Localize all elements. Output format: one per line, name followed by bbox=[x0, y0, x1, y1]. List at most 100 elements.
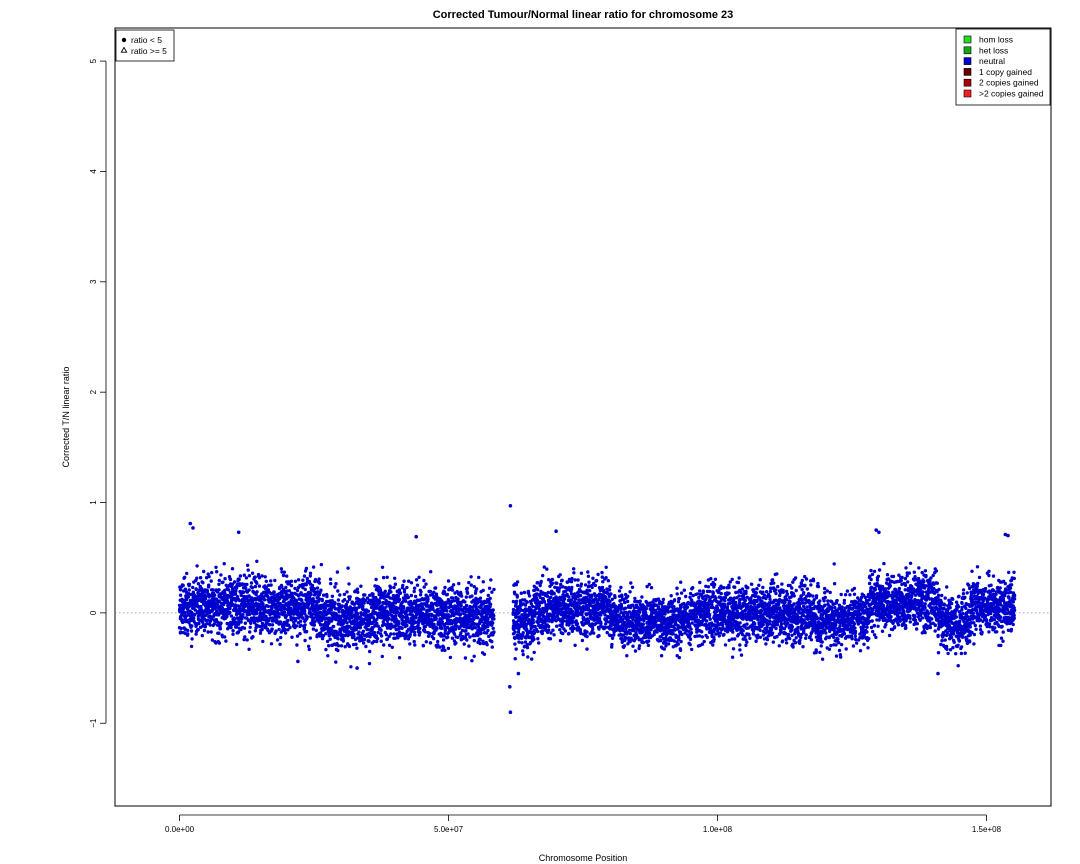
data-point bbox=[307, 647, 311, 652]
data-point bbox=[530, 657, 534, 661]
data-point bbox=[472, 638, 476, 643]
data-point bbox=[203, 625, 207, 629]
data-point bbox=[629, 581, 633, 585]
y-tick-label: 3 bbox=[89, 279, 98, 284]
data-point bbox=[552, 591, 556, 596]
data-point bbox=[365, 634, 369, 638]
data-point bbox=[424, 640, 428, 644]
data-point bbox=[210, 638, 215, 642]
y-tick-label: 2 bbox=[89, 389, 98, 394]
data-point bbox=[215, 623, 220, 627]
data-point bbox=[349, 665, 353, 669]
data-point bbox=[295, 634, 300, 638]
data-point bbox=[583, 583, 588, 587]
data-point bbox=[214, 618, 218, 622]
data-point bbox=[182, 606, 186, 610]
data-point bbox=[308, 574, 312, 578]
data-point bbox=[622, 644, 627, 648]
data-point bbox=[569, 580, 574, 584]
data-point bbox=[356, 636, 361, 640]
data-point bbox=[599, 621, 603, 626]
data-point bbox=[237, 577, 241, 582]
data-point bbox=[385, 637, 390, 641]
data-point bbox=[250, 586, 254, 590]
data-point bbox=[479, 631, 483, 635]
data-point bbox=[491, 626, 495, 630]
data-point bbox=[459, 603, 463, 608]
chart-title: Corrected Tumour/Normal linear ratio for… bbox=[433, 9, 734, 21]
data-point bbox=[397, 597, 402, 602]
data-point bbox=[585, 630, 589, 634]
data-point bbox=[333, 601, 337, 605]
data-point bbox=[371, 616, 376, 620]
data-point bbox=[209, 630, 213, 634]
data-point bbox=[364, 644, 368, 649]
data-point bbox=[197, 621, 201, 626]
data-point bbox=[450, 588, 455, 592]
data-point bbox=[289, 583, 294, 588]
data-point bbox=[519, 591, 523, 595]
data-point bbox=[397, 656, 402, 660]
data-point bbox=[572, 567, 576, 571]
data-point bbox=[198, 576, 203, 580]
data-point bbox=[412, 586, 417, 590]
data-point bbox=[600, 585, 605, 590]
data-point bbox=[400, 626, 404, 630]
data-point bbox=[229, 614, 234, 618]
data-point bbox=[393, 598, 397, 602]
data-point bbox=[212, 622, 216, 626]
data-point bbox=[539, 579, 543, 584]
data-point bbox=[336, 644, 341, 648]
data-point bbox=[649, 586, 654, 590]
data-point bbox=[375, 621, 379, 626]
data-point bbox=[552, 633, 556, 637]
data-point bbox=[418, 593, 423, 597]
data-point bbox=[532, 650, 536, 655]
data-point bbox=[334, 582, 338, 586]
data-point bbox=[620, 594, 624, 599]
data-point bbox=[526, 655, 530, 659]
data-point bbox=[486, 628, 490, 633]
data-point bbox=[227, 588, 231, 592]
data-point bbox=[619, 602, 623, 607]
data-point bbox=[490, 590, 494, 594]
data-point bbox=[492, 630, 496, 634]
data-point bbox=[679, 639, 683, 644]
data-point bbox=[280, 585, 284, 589]
data-point bbox=[202, 569, 206, 574]
data-point bbox=[573, 643, 577, 647]
data-point bbox=[312, 587, 317, 591]
data-point bbox=[438, 645, 442, 649]
data-point bbox=[186, 632, 190, 636]
data-point bbox=[459, 612, 463, 616]
x-tick-label: 0.0e+00 bbox=[165, 825, 195, 834]
data-point bbox=[451, 583, 456, 587]
data-point bbox=[325, 639, 330, 644]
data-point bbox=[478, 637, 482, 642]
data-point bbox=[446, 579, 451, 583]
data-point bbox=[279, 567, 284, 571]
data-point bbox=[234, 599, 238, 603]
data-point bbox=[397, 588, 402, 592]
data-point bbox=[463, 600, 467, 604]
data-point bbox=[379, 634, 384, 638]
data-point bbox=[536, 637, 540, 641]
data-point bbox=[184, 614, 189, 618]
data-point bbox=[567, 623, 571, 627]
data-point bbox=[468, 635, 472, 639]
data-point bbox=[677, 637, 681, 641]
data-point bbox=[363, 593, 367, 597]
data-point bbox=[185, 571, 189, 576]
data-point bbox=[717, 634, 721, 638]
data-point bbox=[262, 598, 267, 602]
data-point bbox=[359, 584, 363, 588]
y-tick-label: 1 bbox=[89, 500, 98, 505]
data-point bbox=[234, 589, 238, 593]
data-point bbox=[366, 623, 371, 628]
data-point bbox=[296, 578, 301, 582]
data-point bbox=[246, 563, 250, 567]
data-point bbox=[380, 565, 385, 569]
data-point bbox=[342, 598, 347, 602]
data-point bbox=[323, 606, 328, 610]
data-point bbox=[354, 642, 358, 646]
